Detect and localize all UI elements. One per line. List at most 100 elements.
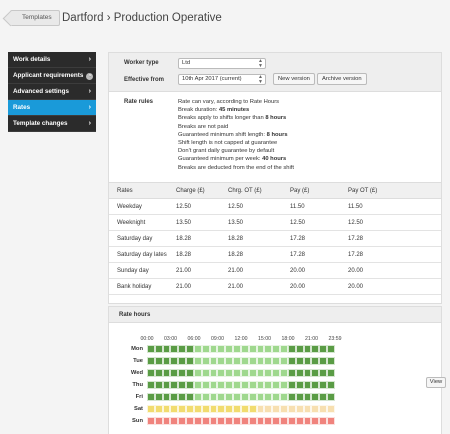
hour-cell[interactable] bbox=[280, 381, 288, 389]
hour-cell[interactable] bbox=[287, 417, 296, 425]
hour-cell[interactable] bbox=[170, 381, 179, 389]
hour-cell[interactable] bbox=[233, 393, 241, 401]
hour-cell[interactable] bbox=[162, 381, 171, 389]
hour-cell[interactable] bbox=[311, 393, 320, 401]
hour-cell[interactable] bbox=[178, 417, 187, 425]
hour-cell[interactable] bbox=[256, 405, 265, 413]
hour-cell[interactable] bbox=[233, 357, 241, 365]
hour-cell[interactable] bbox=[319, 381, 328, 389]
hour-cell[interactable] bbox=[287, 345, 296, 353]
hour-cell[interactable] bbox=[201, 345, 210, 353]
hour-cell[interactable] bbox=[311, 417, 320, 425]
hour-cell[interactable] bbox=[225, 381, 234, 389]
hour-cell[interactable] bbox=[280, 417, 288, 425]
hour-cell[interactable] bbox=[303, 393, 312, 401]
hour-cell[interactable] bbox=[225, 369, 234, 377]
hour-cell[interactable] bbox=[193, 345, 202, 353]
hour-cell[interactable] bbox=[240, 381, 249, 389]
sidebar-item-applicant-requirements[interactable]: Applicant requirements i › bbox=[8, 68, 96, 84]
hour-cell[interactable] bbox=[154, 357, 163, 365]
hour-cell[interactable] bbox=[170, 417, 179, 425]
hour-cell[interactable] bbox=[217, 405, 226, 413]
hour-cell[interactable] bbox=[225, 345, 234, 353]
hour-cell[interactable] bbox=[162, 417, 171, 425]
hour-cell[interactable] bbox=[217, 369, 226, 377]
hour-cell[interactable] bbox=[186, 381, 194, 389]
hour-cell[interactable] bbox=[240, 417, 249, 425]
hour-cell[interactable] bbox=[154, 393, 163, 401]
sidebar-item-template-changes[interactable]: Template changes › bbox=[8, 116, 96, 132]
hour-cell[interactable] bbox=[217, 417, 226, 425]
hour-cell[interactable] bbox=[178, 345, 187, 353]
hour-cell[interactable] bbox=[264, 393, 273, 401]
hour-cell[interactable] bbox=[311, 369, 320, 377]
templates-back-button[interactable]: Templates bbox=[10, 10, 60, 26]
hour-cell[interactable] bbox=[170, 405, 179, 413]
hour-cell[interactable] bbox=[193, 393, 202, 401]
hour-cell[interactable] bbox=[162, 393, 171, 401]
hour-cell[interactable] bbox=[201, 417, 210, 425]
hour-cell[interactable] bbox=[154, 345, 163, 353]
hour-cell[interactable] bbox=[295, 381, 304, 389]
hour-cell[interactable] bbox=[147, 417, 155, 425]
hour-cell[interactable] bbox=[193, 405, 202, 413]
hour-cell[interactable] bbox=[170, 393, 179, 401]
hour-cell[interactable] bbox=[264, 369, 273, 377]
hour-cell[interactable] bbox=[193, 381, 202, 389]
hour-cell[interactable] bbox=[311, 345, 320, 353]
hour-cell[interactable] bbox=[186, 405, 194, 413]
hour-cell[interactable] bbox=[319, 345, 328, 353]
hour-cell[interactable] bbox=[303, 381, 312, 389]
hour-cell[interactable] bbox=[319, 357, 328, 365]
hour-cell[interactable] bbox=[327, 417, 335, 425]
hour-cell[interactable] bbox=[295, 417, 304, 425]
hour-cell[interactable] bbox=[186, 393, 194, 401]
hour-cell[interactable] bbox=[264, 381, 273, 389]
hour-cell[interactable] bbox=[327, 357, 335, 365]
hour-cell[interactable] bbox=[178, 381, 187, 389]
hour-cell[interactable] bbox=[272, 345, 281, 353]
hour-cell[interactable] bbox=[264, 357, 273, 365]
hour-cell[interactable] bbox=[327, 381, 335, 389]
hour-cell[interactable] bbox=[209, 369, 218, 377]
hour-cell[interactable] bbox=[248, 345, 257, 353]
hour-cell[interactable] bbox=[295, 405, 304, 413]
hour-cell[interactable] bbox=[178, 405, 187, 413]
sidebar-item-work-details[interactable]: Work details › bbox=[8, 52, 96, 68]
hour-cell[interactable] bbox=[303, 417, 312, 425]
hour-cell[interactable] bbox=[256, 381, 265, 389]
hour-cell[interactable] bbox=[209, 393, 218, 401]
hour-cell[interactable] bbox=[201, 369, 210, 377]
hour-cell[interactable] bbox=[154, 381, 163, 389]
hour-cell[interactable] bbox=[193, 417, 202, 425]
sidebar-item-advanced-settings[interactable]: Advanced settings › bbox=[8, 84, 96, 100]
hour-cell[interactable] bbox=[264, 405, 273, 413]
hour-cell[interactable] bbox=[256, 357, 265, 365]
hour-cell[interactable] bbox=[287, 357, 296, 365]
hour-cell[interactable] bbox=[162, 405, 171, 413]
hour-cell[interactable] bbox=[233, 381, 241, 389]
hour-cell[interactable] bbox=[209, 357, 218, 365]
hour-cell[interactable] bbox=[209, 381, 218, 389]
hour-cell[interactable] bbox=[225, 393, 234, 401]
hour-cell[interactable] bbox=[240, 369, 249, 377]
archive-version-button[interactable]: Archive version bbox=[317, 73, 367, 85]
hour-cell[interactable] bbox=[178, 393, 187, 401]
effective-from-select[interactable]: 10th Apr 2017 (current) ▲ ▼ bbox=[178, 74, 266, 85]
hour-cell[interactable] bbox=[256, 369, 265, 377]
hour-cell[interactable] bbox=[327, 345, 335, 353]
hour-cell[interactable] bbox=[154, 417, 163, 425]
hour-cell[interactable] bbox=[240, 405, 249, 413]
view-button[interactable]: View bbox=[426, 377, 446, 388]
hour-cell[interactable] bbox=[272, 393, 281, 401]
hour-cell[interactable] bbox=[186, 345, 194, 353]
hour-cell[interactable] bbox=[319, 417, 328, 425]
hour-cell[interactable] bbox=[295, 393, 304, 401]
hour-cell[interactable] bbox=[147, 381, 155, 389]
hour-cell[interactable] bbox=[201, 405, 210, 413]
hour-cell[interactable] bbox=[240, 393, 249, 401]
hour-cell[interactable] bbox=[233, 369, 241, 377]
hour-cell[interactable] bbox=[186, 369, 194, 377]
hour-cell[interactable] bbox=[319, 393, 328, 401]
hour-cell[interactable] bbox=[256, 393, 265, 401]
